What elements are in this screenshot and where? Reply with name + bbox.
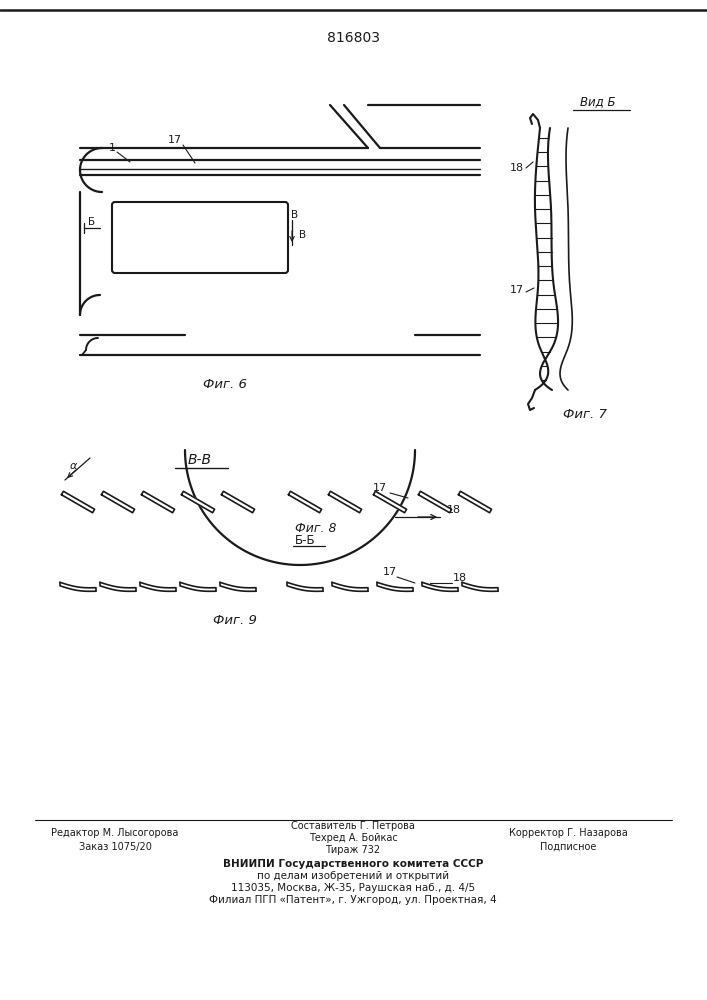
Text: Техред А. Бойкас: Техред А. Бойкас (309, 833, 397, 843)
Text: 17: 17 (373, 483, 387, 493)
Polygon shape (287, 582, 323, 591)
Text: α: α (69, 461, 76, 471)
Polygon shape (288, 491, 322, 513)
Text: Тираж 732: Тираж 732 (325, 845, 380, 855)
Polygon shape (332, 582, 368, 591)
Text: 1: 1 (108, 143, 115, 153)
Text: Филиал ПГП «Патент», г. Ужгород, ул. Проектная, 4: Филиал ПГП «Патент», г. Ужгород, ул. Про… (209, 895, 497, 905)
Text: В-В: В-В (188, 453, 212, 467)
Polygon shape (419, 491, 452, 513)
Text: Заказ 1075/20: Заказ 1075/20 (78, 842, 151, 852)
Text: ВНИИПИ Государственного комитета СССР: ВНИИПИ Государственного комитета СССР (223, 859, 483, 869)
Text: В: В (300, 230, 307, 240)
Text: В: В (291, 210, 298, 220)
Text: 17: 17 (510, 285, 524, 295)
Text: Фиг. 8: Фиг. 8 (295, 522, 337, 534)
Polygon shape (221, 491, 255, 513)
Polygon shape (100, 582, 136, 591)
Text: Б: Б (88, 217, 95, 227)
Text: Фиг. 9: Фиг. 9 (213, 613, 257, 626)
Polygon shape (373, 491, 407, 513)
Text: 18: 18 (453, 573, 467, 583)
Polygon shape (60, 582, 96, 591)
Text: Фиг. 7: Фиг. 7 (563, 408, 607, 422)
Text: Фиг. 6: Фиг. 6 (203, 378, 247, 391)
Polygon shape (220, 582, 256, 591)
Text: Корректор Г. Назарова: Корректор Г. Назарова (508, 828, 627, 838)
Text: Редактор М. Лысогорова: Редактор М. Лысогорова (52, 828, 179, 838)
Text: Вид Б: Вид Б (580, 96, 616, 108)
Polygon shape (458, 491, 491, 513)
Polygon shape (180, 582, 216, 591)
Text: по делам изобретений и открытий: по делам изобретений и открытий (257, 871, 449, 881)
Text: 17: 17 (168, 135, 182, 145)
Polygon shape (329, 491, 361, 513)
Polygon shape (182, 491, 215, 513)
Text: 18: 18 (447, 505, 461, 515)
FancyBboxPatch shape (112, 202, 288, 273)
Polygon shape (141, 491, 175, 513)
Text: 113035, Москва, Ж-35, Раушская наб., д. 4/5: 113035, Москва, Ж-35, Раушская наб., д. … (231, 883, 475, 893)
Text: Подписное: Подписное (540, 842, 596, 852)
Text: 18: 18 (510, 163, 524, 173)
Polygon shape (422, 582, 458, 591)
Polygon shape (62, 491, 95, 513)
Text: Составитель Г. Петрова: Составитель Г. Петрова (291, 821, 415, 831)
Polygon shape (377, 582, 413, 591)
Text: 816803: 816803 (327, 31, 380, 45)
Polygon shape (101, 491, 134, 513)
Text: 17: 17 (383, 567, 397, 577)
Polygon shape (140, 582, 176, 591)
Polygon shape (462, 582, 498, 591)
Text: Б-Б: Б-Б (295, 534, 315, 546)
